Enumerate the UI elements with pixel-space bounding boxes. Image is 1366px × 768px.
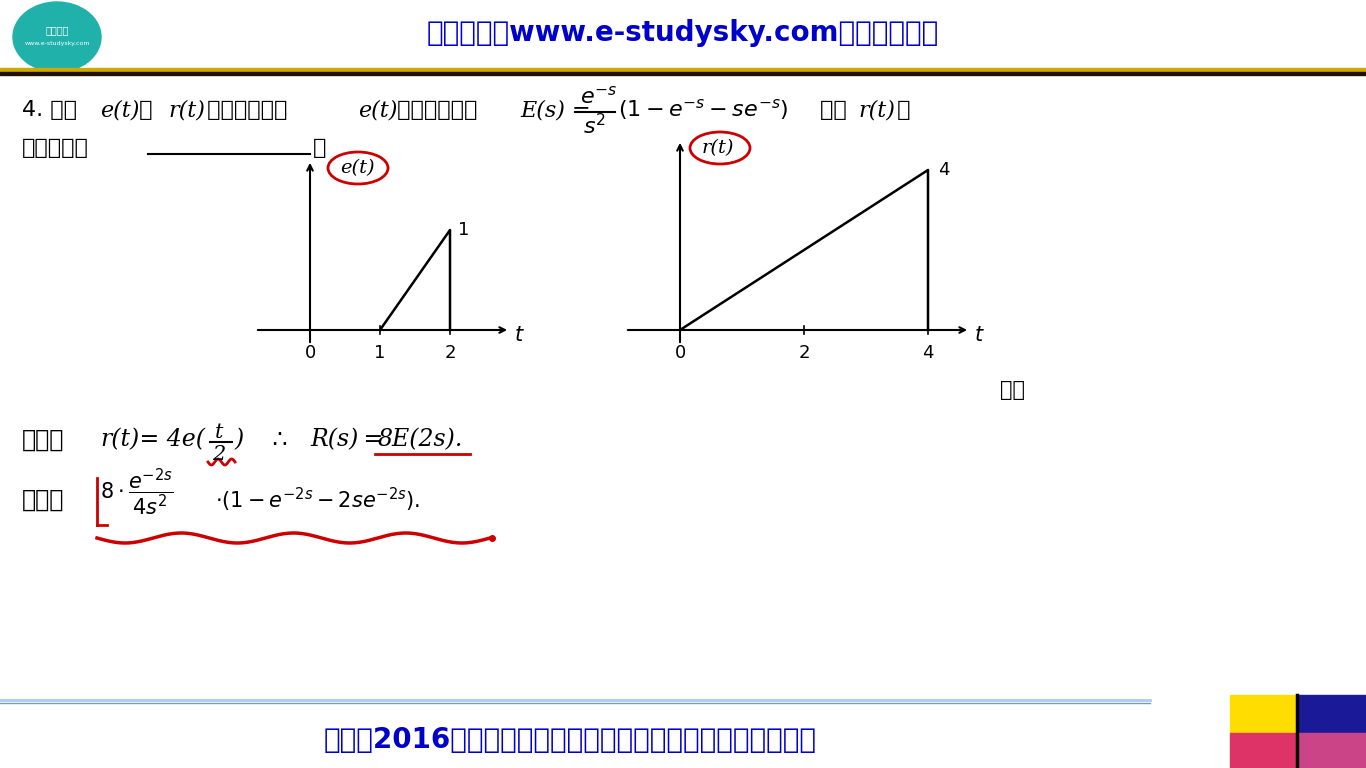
Text: 的拉式变换为: 的拉式变换为 bbox=[391, 100, 485, 120]
Text: 2: 2 bbox=[212, 445, 225, 464]
Text: 答案：: 答案： bbox=[22, 488, 64, 512]
Text: t: t bbox=[515, 325, 523, 345]
Bar bbox=[1229, 733, 1298, 768]
Text: 哈工大2016年《信号与系统和数字逻辑电路》考研真题与详解: 哈工大2016年《信号与系统和数字逻辑电路》考研真题与详解 bbox=[324, 726, 817, 754]
Text: = 4e(: = 4e( bbox=[133, 429, 205, 452]
Text: $e^{-s}$: $e^{-s}$ bbox=[581, 85, 617, 107]
Text: e(t): e(t) bbox=[358, 99, 398, 121]
Text: 網學天地: 網學天地 bbox=[45, 25, 68, 35]
Text: ∴: ∴ bbox=[250, 428, 302, 452]
Text: 0: 0 bbox=[675, 344, 686, 362]
Text: $\left(1-e^{-s}-se^{-s}\right)$: $\left(1-e^{-s}-se^{-s}\right)$ bbox=[617, 98, 788, 123]
Text: 2: 2 bbox=[798, 344, 810, 362]
Text: 网学天地（www.e-studysky.com）版权所有！: 网学天地（www.e-studysky.com）版权所有！ bbox=[426, 19, 940, 47]
Text: 8E(2s).: 8E(2s). bbox=[378, 429, 463, 452]
Text: $s^2$: $s^2$ bbox=[583, 114, 607, 138]
Text: 1: 1 bbox=[458, 221, 470, 239]
Bar bbox=[1298, 695, 1366, 733]
Text: t: t bbox=[214, 422, 224, 442]
Text: r(t): r(t) bbox=[168, 99, 205, 121]
Text: 和: 和 bbox=[133, 100, 160, 120]
Bar bbox=[1298, 733, 1366, 768]
Text: 4. 信号: 4. 信号 bbox=[22, 100, 85, 120]
Text: t: t bbox=[975, 325, 984, 345]
Text: 拉式变换为: 拉式变换为 bbox=[22, 138, 89, 158]
Text: ): ) bbox=[234, 429, 243, 452]
Text: 4: 4 bbox=[922, 344, 934, 362]
Text: r(t): r(t) bbox=[858, 99, 895, 121]
Text: r(t): r(t) bbox=[100, 429, 139, 452]
Text: $\cdot(1-e^{-2s}-2se^{-2s}).$: $\cdot(1-e^{-2s}-2se^{-2s}).$ bbox=[214, 486, 421, 514]
Text: r(t): r(t) bbox=[702, 139, 735, 157]
Text: 4: 4 bbox=[938, 161, 949, 179]
Text: 0: 0 bbox=[305, 344, 316, 362]
Text: 1: 1 bbox=[374, 344, 385, 362]
Text: e(t): e(t) bbox=[340, 159, 374, 177]
Text: 如图一所示，: 如图一所示， bbox=[199, 100, 309, 120]
Text: www.e-studysky.com: www.e-studysky.com bbox=[25, 41, 90, 47]
Text: E(s) =: E(s) = bbox=[520, 99, 590, 121]
Ellipse shape bbox=[14, 2, 101, 72]
Text: e(t): e(t) bbox=[100, 99, 139, 121]
Text: 2: 2 bbox=[444, 344, 456, 362]
Text: =: = bbox=[357, 429, 391, 452]
Text: 。: 。 bbox=[313, 138, 326, 158]
Text: 图一: 图一 bbox=[1000, 380, 1024, 400]
Text: ，则: ，则 bbox=[820, 100, 854, 120]
Text: R(s): R(s) bbox=[310, 429, 358, 452]
Text: 的: 的 bbox=[891, 100, 911, 120]
Text: 解析：: 解析： bbox=[22, 428, 64, 452]
Bar bbox=[1229, 695, 1298, 733]
Text: $8\cdot\dfrac{e^{-2s}}{4s^2}$: $8\cdot\dfrac{e^{-2s}}{4s^2}$ bbox=[100, 466, 173, 518]
